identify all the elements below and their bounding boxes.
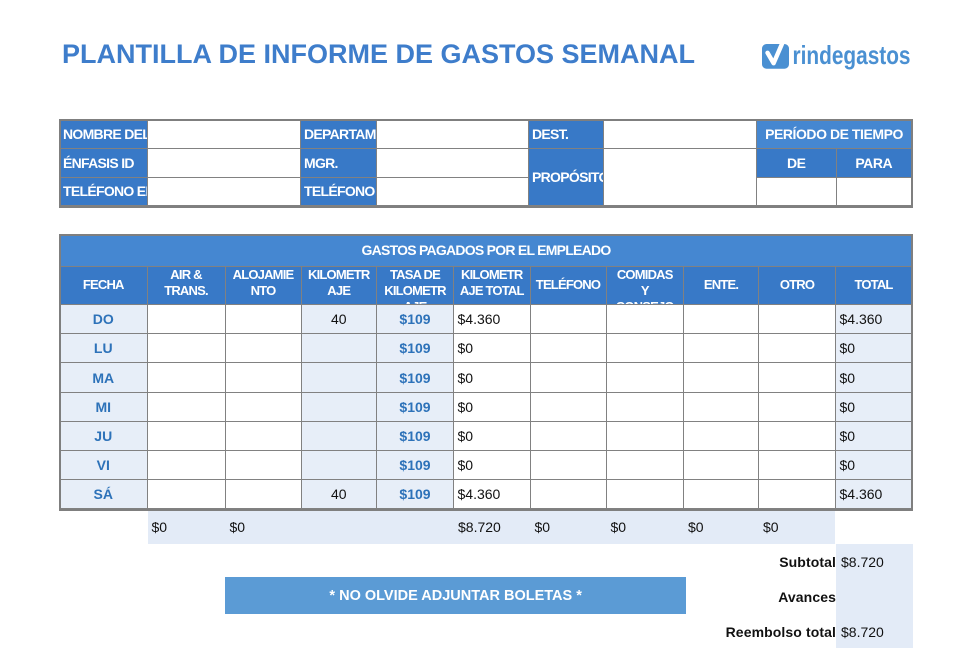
svg-text:rindegastos: rindegastos (792, 44, 910, 70)
